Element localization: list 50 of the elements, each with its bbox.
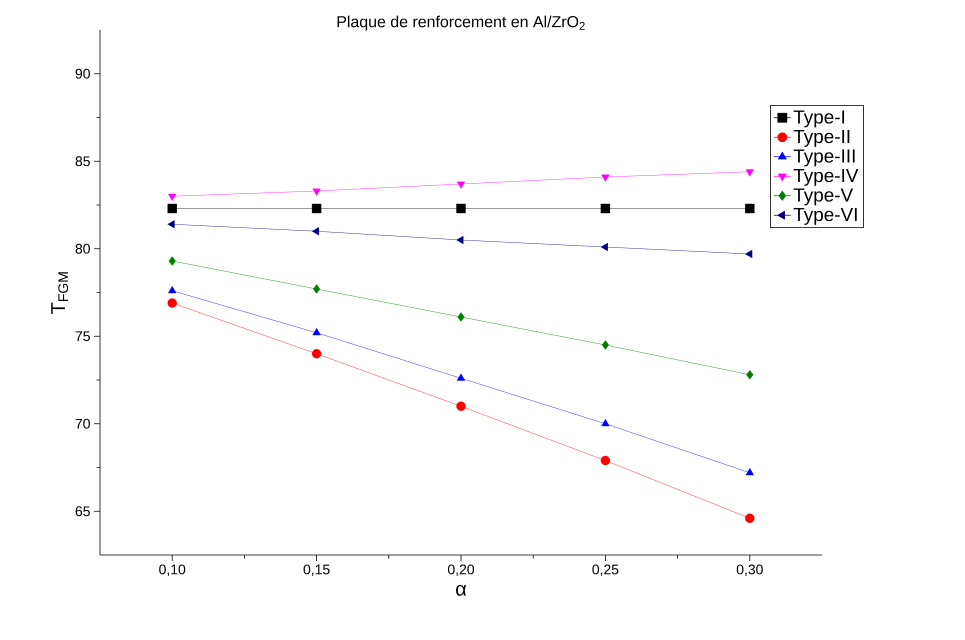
point <box>168 220 175 228</box>
y-tick-label: 70 <box>76 418 90 429</box>
y-tick-label: 75 <box>76 331 90 342</box>
legend-label: Type-I <box>794 110 844 128</box>
x-tick-label: 0,10 <box>159 564 186 576</box>
point <box>168 256 176 266</box>
y-tick-label: 65 <box>76 506 90 516</box>
point <box>312 188 321 196</box>
point <box>457 312 465 322</box>
point <box>168 194 176 201</box>
x-tick-label: 0,20 <box>448 564 474 576</box>
point <box>745 204 755 214</box>
x-axis-title: α <box>456 584 466 596</box>
legend-label: Type-III <box>794 149 855 166</box>
point <box>456 236 464 244</box>
point <box>168 286 176 294</box>
point <box>600 204 610 214</box>
point <box>600 456 610 466</box>
x-tick-label: 0,30 <box>736 564 763 576</box>
point <box>602 340 609 350</box>
point <box>746 169 754 176</box>
point <box>745 250 752 258</box>
point <box>456 182 466 189</box>
legend-label: Type-V <box>794 188 854 206</box>
point <box>745 514 755 523</box>
point <box>456 374 466 381</box>
point <box>313 284 320 294</box>
point <box>746 370 754 380</box>
x-tick-label: 0,25 <box>592 564 618 576</box>
y-axis-title: T$_{FGM}$ <box>51 272 68 314</box>
point <box>312 204 322 214</box>
chart-title: Plaque de renforcement en Al/ZrO$_{2}$ <box>338 16 585 30</box>
point <box>168 204 177 214</box>
y-tick-label: 80 <box>76 244 90 254</box>
point <box>600 242 608 252</box>
y-tick-label: 85 <box>76 156 90 166</box>
point <box>601 174 610 182</box>
y-tick-label: 90 <box>76 68 90 79</box>
legend-label: Type-II <box>794 130 850 147</box>
point <box>746 468 754 476</box>
point <box>168 298 177 308</box>
point <box>456 204 466 214</box>
legend-label: Type-IV <box>794 168 858 186</box>
x-tick-label: 0,15 <box>304 564 330 576</box>
point <box>312 349 322 358</box>
point <box>312 227 320 236</box>
point <box>456 402 466 411</box>
legend-label: Type-VI <box>794 208 857 225</box>
point <box>312 328 321 336</box>
point <box>601 419 610 426</box>
